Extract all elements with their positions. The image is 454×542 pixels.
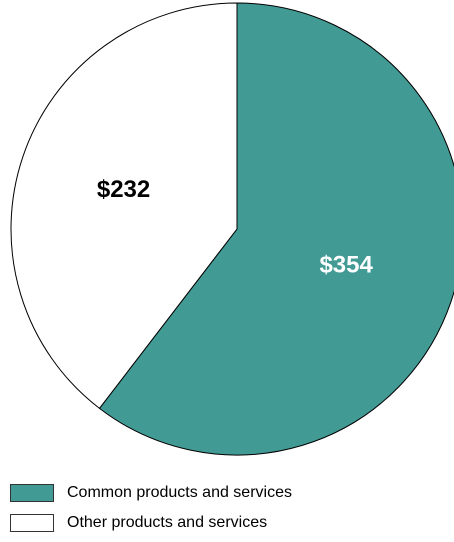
legend-swatch-other <box>10 514 54 532</box>
slice-label-other: $232 <box>97 176 150 203</box>
pie-slice-other <box>10 2 238 410</box>
slice-label-common: $354 <box>319 251 373 278</box>
pie-slice-common <box>98 2 454 456</box>
legend-swatch-common <box>10 484 54 502</box>
legend-label-common: Common products and services <box>67 484 292 501</box>
pie-chart: $354 $232 <box>10 2 454 456</box>
legend: Common products and services Other produ… <box>10 482 292 542</box>
legend-item-other: Other products and services <box>10 512 292 534</box>
legend-label-other: Other products and services <box>67 514 268 531</box>
legend-item-common: Common products and services <box>10 482 292 504</box>
